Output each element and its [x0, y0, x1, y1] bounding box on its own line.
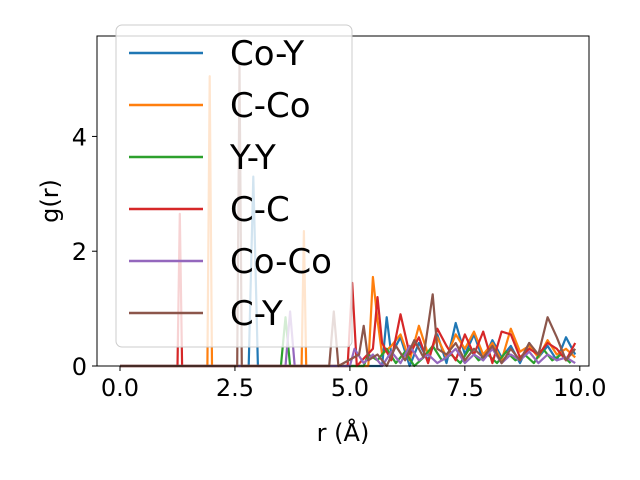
- legend: Co-Y C-Co Y-Y C-C Co-Co C-Y: [115, 24, 353, 348]
- y-tick-label: 4: [72, 123, 87, 151]
- y-tick-label: 2: [72, 238, 87, 266]
- y-axis-label: g(r): [36, 179, 64, 223]
- legend-label: Co-Co: [230, 242, 332, 282]
- x-axis: 0.0 2.5 5.0 7.5 10.0: [101, 366, 607, 402]
- series-line-5: [120, 310, 576, 368]
- x-tick-label: 10.0: [553, 374, 606, 402]
- legend-label: C-Co: [230, 86, 311, 126]
- x-tick-label: 2.5: [216, 374, 254, 402]
- y-tick-label: 0: [72, 353, 87, 381]
- legend-label: C-C: [230, 190, 290, 230]
- legend-label: Co-Y: [230, 34, 304, 74]
- x-tick-label: 5.0: [331, 374, 369, 402]
- x-tick-label: 7.5: [446, 374, 484, 402]
- legend-label: C-Y: [230, 294, 283, 334]
- y-axis: 0 2 4: [72, 123, 97, 381]
- x-tick-label: 0.0: [101, 374, 139, 402]
- x-axis-label: r (Å): [317, 418, 370, 447]
- legend-label: Y-Y: [229, 138, 276, 178]
